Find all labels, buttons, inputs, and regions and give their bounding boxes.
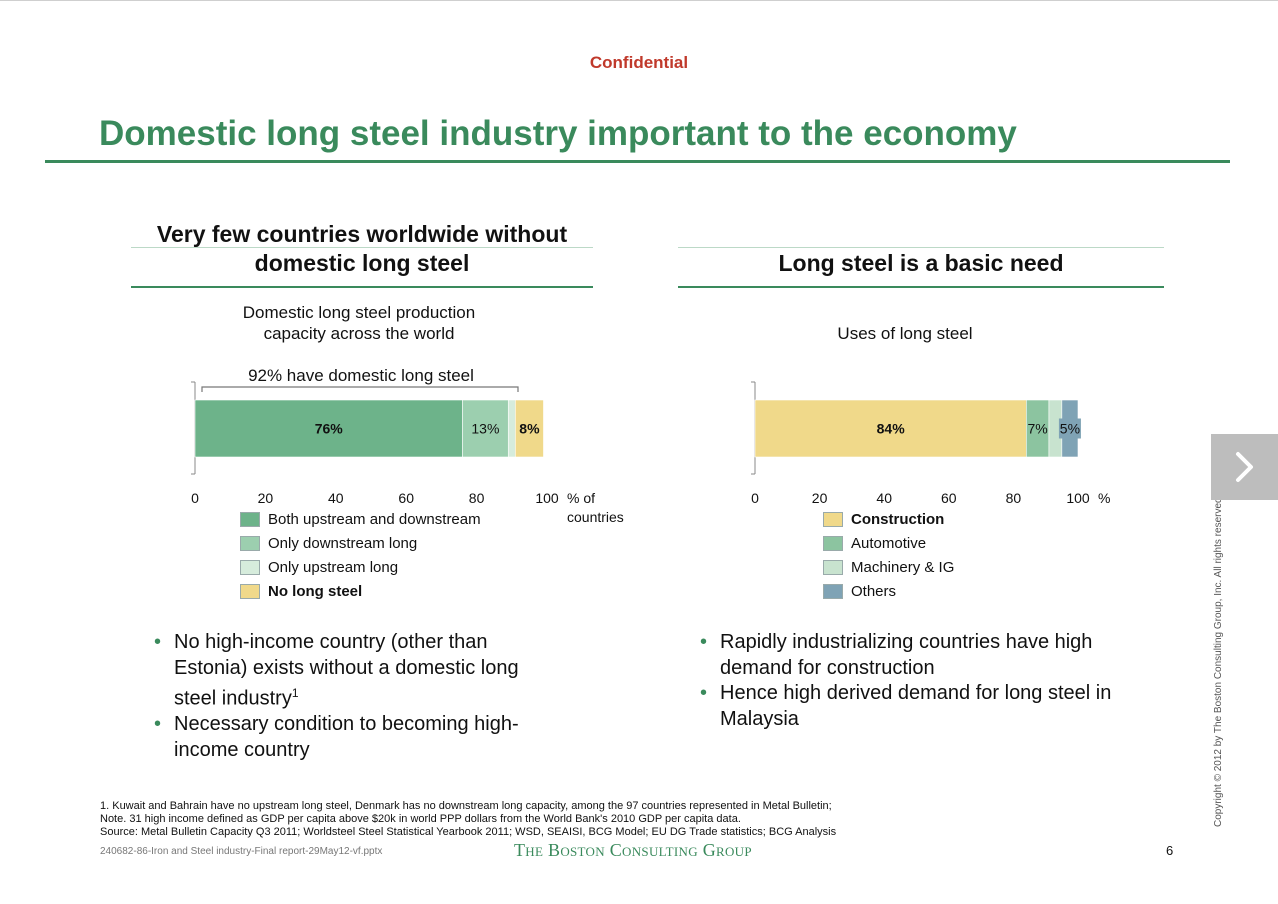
legend-swatch-both [240,511,260,527]
left-bullet-1-text: No high-income country (other than Eston… [174,631,519,710]
left-chart-x-axis-label-line-0: % of [567,490,595,506]
left-stacked-bar-chart: 92% have domestic long steel 76% 13% 8% 0 20… [191,366,624,522]
legend-swatch-downstream [240,535,260,551]
bcg-logo: The Boston Consulting Group [514,840,752,861]
legend-label-both: Both upstream and downstream [268,510,481,528]
left-heading-line1: Very few countries worldwide without [156,221,568,247]
bullet-dot-icon: • [700,631,708,653]
left-chart-tick-label-1: 20 [258,490,274,506]
next-slide-button[interactable] [1211,434,1278,500]
legend-swatch-construction [823,511,843,527]
left-bullet-2-text: Necessary condition to becoming high-inc… [174,713,519,761]
left-chart-bar-label-1: 13% [471,421,499,437]
right-heading-thin-rule [678,247,1164,248]
left-chart-tick-label-2: 40 [328,490,344,506]
page-title: Domestic long steel industry important t… [99,114,1017,153]
left-subtitle-line1: Domestic long steel production [242,303,476,322]
left-chart-tick-label-3: 60 [398,490,414,506]
legend-swatch-no-steel [240,583,260,599]
legend-label-no-steel: No long steel [268,582,363,600]
left-chart-tick-label-0: 0 [191,490,199,506]
confidential-label: Confidential [589,53,689,72]
left-chart-bar-label-3: 8% [519,421,540,437]
bullet-dot-icon: • [700,682,708,704]
legend-swatch-others [823,583,843,599]
legend-item-construction: Construction [823,509,944,529]
right-chart-bar-segment-0 [754,399,1027,458]
right-chart-bar-label-1: 7% [1028,421,1048,437]
left-chart-subtitle: Domestic long steel production capacity … [190,302,528,344]
left-bullet-1-footnote-ref: 1 [291,686,299,700]
page-number: 6 [1166,843,1174,858]
legend-item-downstream: Only downstream long [240,533,417,553]
legend-swatch-automotive [823,535,843,551]
document-reference: 240682-86-Iron and Steel industry-Final … [100,846,383,857]
legend-swatch-upstream [240,559,260,575]
right-bullet-1: • Rapidly industrializing countries have … [700,630,1150,681]
right-bullet-2-text: Hence high derived demand for long steel… [720,682,1112,730]
left-bullet-1: • No high-income country (other than Esto… [154,630,554,712]
right-stacked-bar-chart: 84% 7% 5% 0 20 40 60 80 100% [751,381,1110,506]
left-chart-tick-label-5: 100 [535,490,559,506]
right-section-heading: Long steel is a basic need [678,248,1164,278]
right-chart-subtitle: Uses of long steel [837,324,973,343]
left-heading-rule [131,286,593,288]
legend-swatch-machinery [823,559,843,575]
chevron-right-icon [1235,452,1253,482]
footnote-note: Note. 31 high income defined as GDP per … [100,813,741,825]
legend-item-machinery: Machinery & IG [823,557,954,577]
footnote-source: Source: Metal Bulletin Capacity Q3 2011;… [100,826,837,838]
left-chart-bar-segment-2 [507,399,516,458]
left-chart-tick-label-4: 80 [469,490,485,506]
left-bullet-2: • Necessary condition to becoming high-in… [154,712,554,763]
bullet-dot-icon: • [154,713,162,736]
left-chart-bar-label-0: 76% [315,421,344,437]
left-chart-bar-segment-3 [515,399,544,458]
right-chart-x-axis-label-line-0: % [1098,490,1110,506]
legend-item-both: Both upstream and downstream [240,509,481,529]
left-heading-line2: domestic long steel [254,250,470,276]
right-chart-bar-label-bg-3 [1058,418,1081,439]
bullet-dot-icon: • [154,631,162,653]
title-rule [45,160,1230,163]
right-chart-tick-label-1: 20 [812,490,828,506]
legend-item-others: Others [823,581,896,601]
copyright-notice: Copyright © 2012 by The Boston Consultin… [1213,494,1224,827]
right-chart-tick-label-2: 40 [876,490,892,506]
left-heading-thin-rule [131,247,593,248]
left-bullet-list: • No high-income country (other than Esto… [154,630,554,763]
right-chart-tick-label-5: 100 [1066,490,1090,506]
legend-item-no-steel: No long steel [240,581,362,601]
right-bullet-2: • Hence high derived demand for long stee… [700,681,1150,732]
legend-label-upstream: Only upstream long [268,558,399,576]
legend-label-downstream: Only downstream long [268,534,418,552]
right-chart-tick-label-0: 0 [751,490,759,506]
left-subtitle-line2: capacity across the world [263,324,455,343]
left-heading-line2-wrap: domestic long steel [131,248,593,278]
right-chart-bar-label-0: 84% [877,421,906,437]
right-chart-tick-label-4: 80 [1006,490,1022,506]
bracket-line [201,386,519,392]
right-heading-rule [678,286,1164,288]
left-section-heading: Very few countries worldwide without [131,219,593,249]
footnote-1: 1. Kuwait and Bahrain have no upstream l… [100,800,832,812]
right-chart-bar-label-3: 5% [1060,421,1080,437]
bcg-logo-text: The Boston Consulting Group [514,840,752,860]
legend-label-machinery: Machinery & IG [851,558,955,576]
legend-label-automotive: Automotive [851,534,927,552]
legend-label-others: Others [851,582,897,600]
right-chart-tick-label-3: 60 [941,490,957,506]
bracket-label: 92% have domestic long steel [248,366,474,385]
left-chart-x-axis-label-line-1: countries [567,509,624,522]
footnotes: 1. Kuwait and Bahrain have no upstream l… [100,800,836,839]
legend-item-automotive: Automotive [823,533,926,553]
right-heading-text: Long steel is a basic need [778,250,1064,276]
left-chart-bar-segment-0 [194,399,463,458]
right-bullet-list: • Rapidly industrializing countries have … [700,630,1150,732]
top-border [0,0,1278,1]
legend-item-upstream: Only upstream long [240,557,398,577]
legend-label-construction: Construction [851,510,945,528]
right-bullet-1-text: Rapidly industrializing countries have h… [720,631,1093,679]
